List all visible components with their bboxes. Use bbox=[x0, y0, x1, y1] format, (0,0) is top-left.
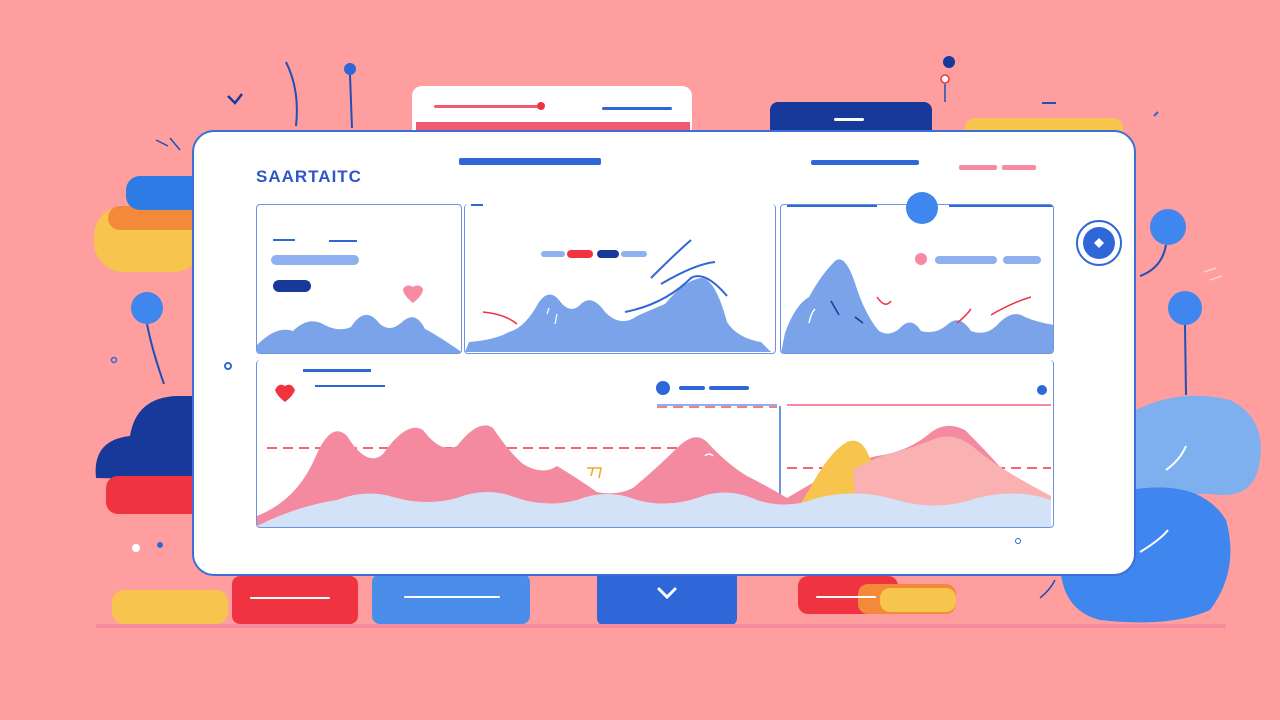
bottom-tab-line-2 bbox=[404, 596, 500, 598]
bottom-marker bbox=[1015, 538, 1021, 544]
bottom-tab-line bbox=[250, 597, 330, 599]
chevron-right-icon bbox=[1083, 227, 1115, 259]
left-marker bbox=[224, 362, 232, 370]
dashboard-title: SAARTAITC bbox=[256, 167, 362, 186]
dashboard-window: SAARTAITC bbox=[192, 130, 1136, 576]
chevron-down-icon[interactable] bbox=[655, 585, 679, 601]
next-page-button[interactable] bbox=[1076, 220, 1122, 266]
chart-panel-2 bbox=[464, 204, 776, 354]
top-tab-dot bbox=[537, 102, 545, 110]
chart-panel-1 bbox=[256, 204, 462, 354]
chart-panel-3 bbox=[780, 204, 1054, 354]
header-dash-2 bbox=[1002, 165, 1036, 170]
top-tab-line bbox=[434, 105, 538, 108]
status-dot bbox=[906, 192, 938, 224]
header-dash-1 bbox=[959, 165, 997, 170]
dark-tab-line bbox=[834, 118, 864, 121]
header-bar bbox=[459, 158, 601, 165]
chart-panel-wide bbox=[256, 360, 1054, 528]
header-bar-right bbox=[811, 160, 919, 165]
bottom-tab-line-3 bbox=[816, 596, 876, 598]
top-tab-line-blue bbox=[602, 107, 672, 110]
